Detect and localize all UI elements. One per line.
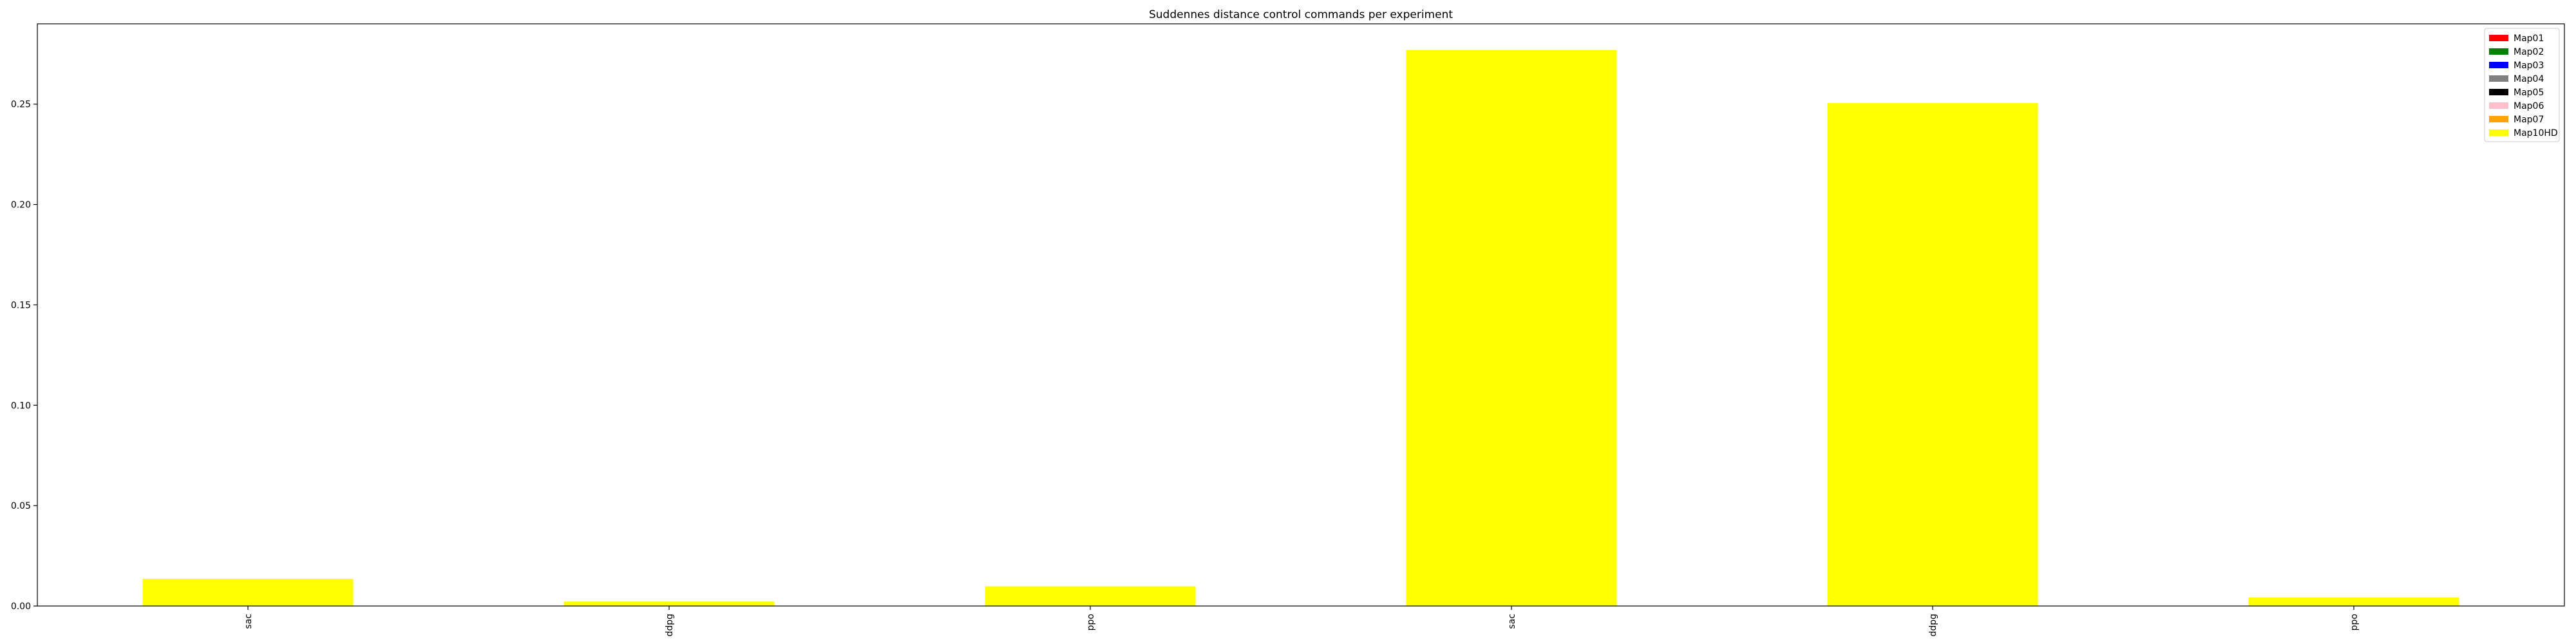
legend-label: Map02 [2514, 47, 2544, 57]
legend-swatch [2489, 89, 2508, 95]
bar-ppo-3 [985, 586, 1196, 606]
legend-box [2484, 28, 2560, 142]
legend-label: Map01 [2514, 33, 2544, 44]
y-tick-label: 0.15 [11, 300, 31, 310]
legend-swatch [2489, 116, 2508, 122]
y-tick-label: 0.10 [11, 401, 31, 411]
legend-swatch [2489, 35, 2508, 41]
bar-ddpg-5 [1827, 103, 2038, 606]
y-axis: 0.00 0.05 0.10 0.15 0.20 0.25 [11, 100, 37, 612]
legend-label: Map07 [2514, 115, 2544, 125]
y-tick-label: 0.00 [11, 601, 31, 612]
x-tick-label: sac [243, 614, 254, 629]
legend-label: Map05 [2514, 88, 2544, 98]
legend-label: Map03 [2514, 61, 2544, 71]
legend-label: Map10HD [2514, 128, 2558, 138]
y-tick-label: 0.20 [11, 200, 31, 211]
chart-title: Suddennes distance control commands per … [1149, 8, 1453, 21]
bars-group [142, 50, 2459, 606]
x-tick-label: ddpg [665, 614, 675, 637]
x-tick-label: ppo [2349, 614, 2360, 630]
y-tick-label: 0.25 [11, 100, 31, 110]
plot-frame [37, 23, 2565, 607]
legend-swatch [2489, 102, 2508, 109]
bar-ddpg-2 [564, 601, 775, 606]
x-tick-label: ddpg [1928, 614, 1938, 637]
legend-swatch [2489, 62, 2508, 68]
bar-ppo-6 [2248, 597, 2459, 606]
legend-label: Map04 [2514, 74, 2544, 84]
x-tick-label: sac [1507, 614, 1517, 629]
bar-sac-1 [142, 578, 354, 606]
bar-sac-4 [1406, 50, 1617, 606]
legend-swatch [2489, 129, 2508, 136]
x-axis: sac ddpg ppo sac ddpg ppo [243, 606, 2360, 637]
legend-swatch [2489, 75, 2508, 82]
legend-swatch [2489, 48, 2508, 55]
x-tick-label: ppo [1086, 614, 1096, 630]
legend-label: Map06 [2514, 101, 2544, 111]
legend: Map01 Map02 Map03 Map04 Map05 Map06 Map07 Map10… [2484, 28, 2560, 142]
y-tick-label: 0.05 [11, 501, 31, 511]
